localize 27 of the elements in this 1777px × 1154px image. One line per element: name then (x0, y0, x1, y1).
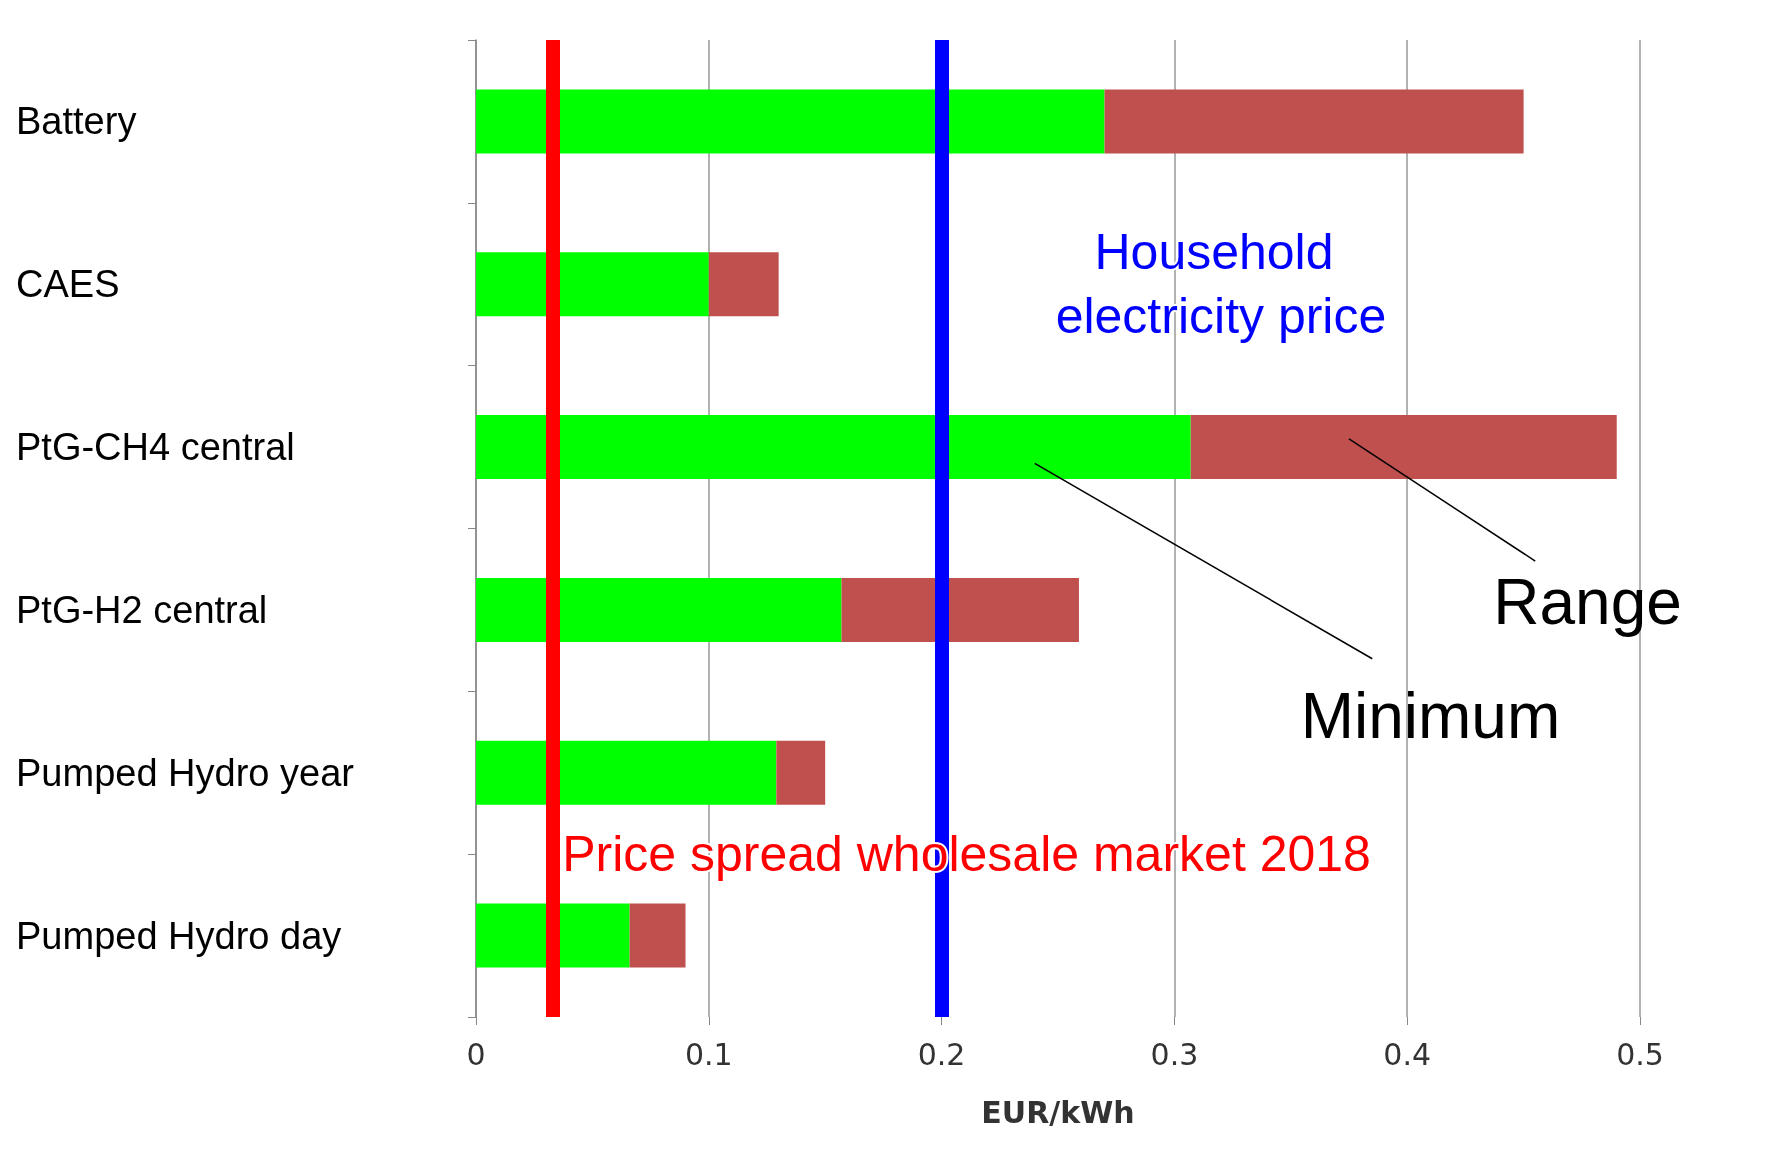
text: Minimum (1300, 679, 1561, 752)
x-tick-label: 0.1 (684, 1036, 733, 1072)
y-tick-label: Pumped Hydro year (16, 751, 355, 794)
bar (476, 89, 1105, 154)
series-label: Range (1493, 565, 1682, 638)
bar (629, 903, 686, 968)
x-tick-label: 0.4 (1383, 1036, 1432, 1072)
x-tick-label: 0.3 (1150, 1036, 1199, 1072)
bar (776, 740, 826, 805)
y-tick-label: Pumped Hydro day (16, 914, 342, 957)
y-tick-label: Battery (16, 100, 137, 143)
bar (476, 740, 777, 805)
bar (476, 252, 709, 317)
x-tick-label: 0.5 (1616, 1036, 1664, 1072)
y-tick-label: PtG-CH4 central (16, 426, 295, 469)
bar (708, 252, 779, 317)
bar (476, 577, 842, 642)
x-tick-label: 0.2 (917, 1036, 966, 1072)
x-axis-title: EUR/kWh (981, 1094, 1135, 1130)
bar (476, 415, 1191, 480)
y-tick-label: PtG-H2 central (16, 588, 268, 631)
bar (1190, 415, 1617, 480)
bar (1104, 89, 1524, 154)
y-tick-label: CAES (16, 263, 120, 306)
ref-line-label: Household electricity price (1055, 224, 1387, 345)
x-tick-label: 0 (466, 1036, 486, 1072)
bar (841, 577, 1079, 642)
